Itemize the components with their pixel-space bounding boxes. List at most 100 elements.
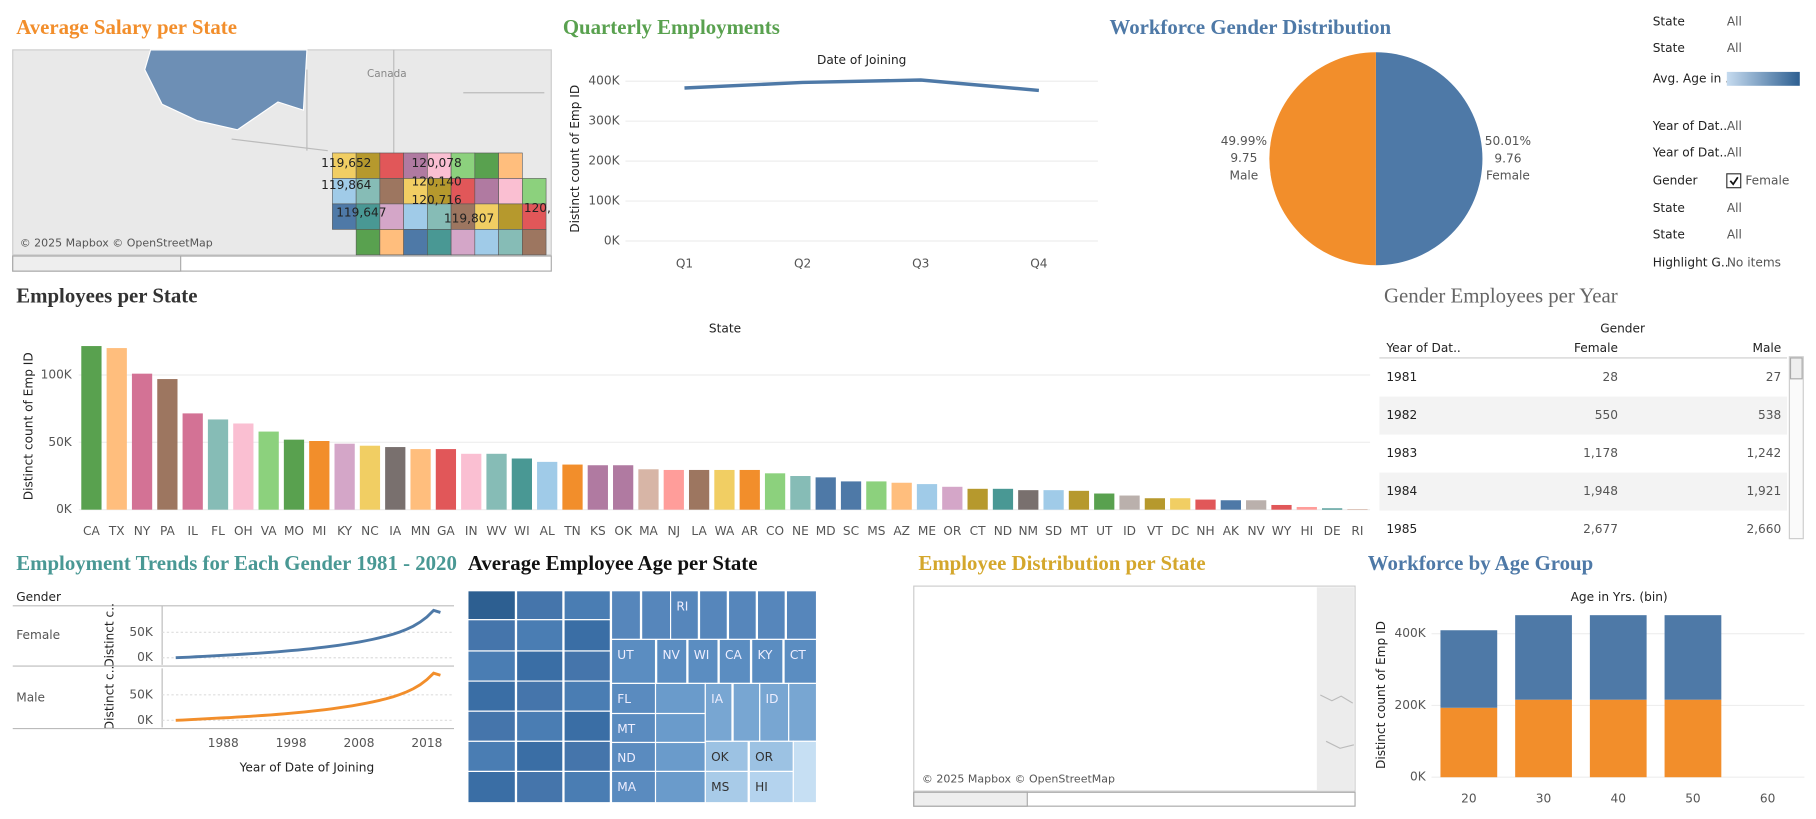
treemap-label: MA: [617, 780, 636, 794]
table-cell: 1,178: [1583, 446, 1618, 460]
filter-value[interactable]: All: [1727, 41, 1742, 55]
scrollbar-thumb[interactable]: [12, 255, 182, 272]
treemap-cell: [467, 740, 516, 773]
treemap-label: OR: [755, 750, 774, 764]
x-tick-label: UT: [1096, 524, 1113, 538]
pie-category-label: Female: [1486, 169, 1530, 183]
treemap-cell: [654, 712, 706, 744]
x-tick-label: MT: [1070, 524, 1088, 538]
checkbox[interactable]: [1726, 173, 1742, 189]
bar: [182, 413, 203, 510]
chart-title: Average Employee Age per State: [468, 551, 758, 575]
x-tick-label: TX: [108, 524, 125, 538]
map-label: 119,807: [444, 211, 494, 225]
x-tick-label: 30: [1536, 792, 1551, 806]
x-tick-label: 1988: [208, 736, 239, 750]
x-tick-label: Q1: [676, 257, 693, 271]
x-tick-label: DC: [1171, 524, 1189, 538]
x-tick-label: Q3: [912, 257, 929, 271]
bar: [1296, 506, 1317, 510]
bar: [714, 469, 735, 510]
treemap-label: IA: [711, 692, 724, 706]
bar: [1321, 508, 1343, 510]
treemap-cell: [515, 740, 564, 773]
column-header: Year of Dat..: [1385, 341, 1461, 355]
treemap-cell: [654, 741, 706, 773]
filter-value[interactable]: All: [1727, 145, 1742, 159]
treemap-label: NV: [662, 648, 680, 662]
bar: [511, 458, 532, 510]
x-tick-label: AR: [741, 524, 758, 538]
facet-label: Male: [16, 690, 45, 704]
x-tick-label: NE: [792, 524, 809, 538]
bar: [688, 469, 710, 510]
x-tick-label: AK: [1223, 524, 1240, 538]
bar: [942, 486, 963, 510]
map-attribution: © 2025 Mapbox © OpenStreetMap: [922, 773, 1115, 786]
checkmark: [1729, 176, 1739, 186]
bar: [435, 449, 457, 510]
map-state: [498, 203, 523, 230]
treemap-label: WI: [694, 648, 710, 662]
treemap-cell: [563, 680, 611, 712]
table-cell: 2,677: [1583, 522, 1618, 536]
treemap-cell: [610, 590, 642, 640]
x-tick-label: 20: [1461, 792, 1476, 806]
color-legend: [1726, 71, 1800, 86]
x-tick-label: MS: [867, 524, 885, 538]
x-tick-label: 2018: [411, 736, 442, 750]
map-state: [474, 229, 499, 256]
bar: [207, 419, 229, 510]
x-tick-label: AL: [540, 524, 555, 538]
treemap-cell: [687, 638, 719, 684]
x-tick-label: NM: [1018, 524, 1038, 538]
x-tick-label: HI: [1300, 524, 1313, 538]
bar: [613, 465, 634, 510]
table-cell: 1,242: [1746, 446, 1781, 460]
map-label: 120,078: [411, 156, 461, 170]
y-tick-label: 50K: [129, 687, 153, 701]
x-tick-label: Q2: [794, 257, 811, 271]
treemap-cell: [467, 619, 516, 652]
bar-segment: [1440, 707, 1498, 778]
map-state: [450, 229, 476, 256]
scrollbar-thumb[interactable]: [1789, 357, 1803, 380]
bar: [131, 373, 153, 510]
map-label: 120,: [524, 201, 551, 215]
bar: [309, 440, 330, 510]
line: [684, 78, 1040, 93]
bar: [537, 461, 558, 510]
bar: [1195, 499, 1216, 510]
filter-value[interactable]: All: [1727, 201, 1742, 215]
treemap-cell: [515, 619, 564, 652]
x-tick-label: 60: [1760, 792, 1775, 806]
chart-title: Workforce Gender Distribution: [1110, 15, 1392, 39]
x-axis-title: Age in Yrs. (bin): [1571, 590, 1668, 604]
filter-value[interactable]: All: [1727, 119, 1742, 133]
bar: [739, 469, 760, 510]
scrollbar[interactable]: [1788, 356, 1804, 540]
treemap-cell: [563, 590, 611, 621]
scrollbar-thumb[interactable]: [913, 791, 1028, 807]
treemap-cell: [563, 650, 611, 682]
x-tick-label: NV: [1247, 524, 1265, 538]
treemap-cell: [563, 740, 611, 773]
filter-value[interactable]: All: [1727, 15, 1742, 29]
pie-secondary-label: 9.75: [1230, 151, 1257, 165]
x-tick-label: OR: [943, 524, 962, 538]
x-tick-label: MO: [284, 524, 304, 538]
line: [175, 608, 441, 660]
bar: [1094, 493, 1115, 510]
filter-value[interactable]: Female: [1745, 173, 1789, 187]
treemap-label: OK: [711, 750, 730, 764]
map-state: [498, 152, 523, 179]
filter-value[interactable]: No items: [1727, 255, 1781, 269]
row-band: [1379, 396, 1788, 435]
filter-value[interactable]: All: [1727, 228, 1742, 242]
row-band: [1379, 472, 1788, 511]
y-tick-label: 0K: [137, 713, 154, 727]
x-tick-label: 2008: [344, 736, 375, 750]
table-cell: 538: [1758, 408, 1781, 422]
bar: [866, 481, 887, 510]
map-state: [379, 152, 404, 179]
